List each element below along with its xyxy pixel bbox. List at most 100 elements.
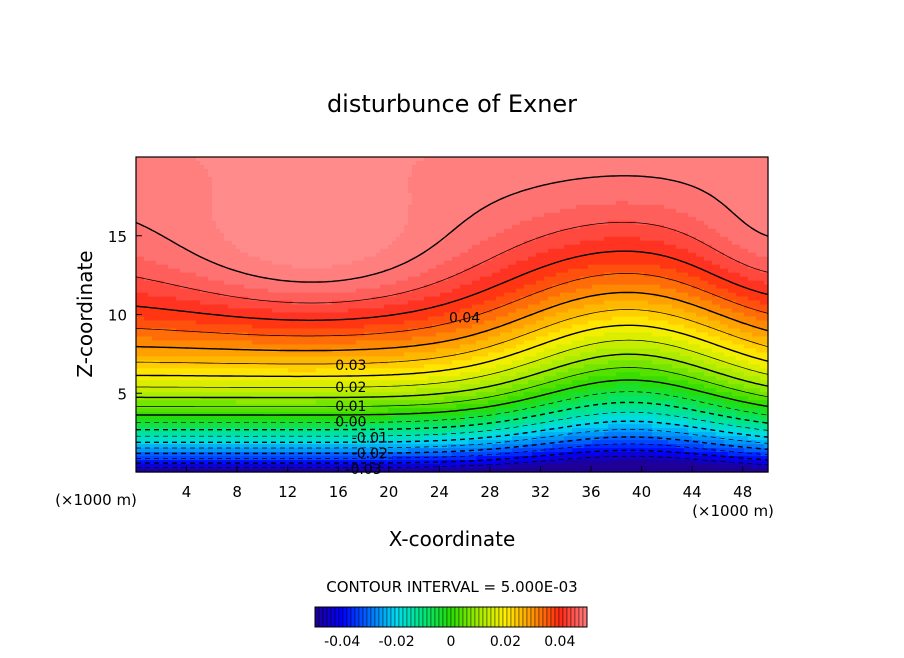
field-cell	[240, 460, 245, 465]
field-cell	[168, 288, 173, 294]
field-cell	[200, 236, 205, 242]
field-cell	[252, 284, 257, 290]
field-cell	[196, 468, 201, 473]
field-cell	[320, 204, 325, 210]
field-cell	[280, 312, 285, 318]
field-cell	[376, 372, 381, 377]
field-cell	[196, 344, 201, 349]
field-cell	[232, 184, 237, 190]
field-cell	[272, 157, 277, 162]
field-cell	[244, 336, 249, 342]
field-cell	[332, 336, 337, 342]
field-cell	[276, 336, 281, 342]
field-cell	[176, 192, 181, 198]
field-cell	[244, 176, 249, 182]
field-cell	[348, 296, 353, 302]
field-cell	[152, 236, 157, 242]
field-cell	[204, 328, 209, 334]
field-cell	[296, 220, 301, 226]
field-cell	[284, 332, 289, 338]
field-cell	[216, 260, 221, 266]
field-cell	[188, 324, 193, 330]
field-cell	[240, 384, 245, 389]
field-cell	[144, 192, 149, 198]
field-cell	[356, 380, 361, 385]
field-cell	[184, 320, 189, 326]
field-cell	[308, 448, 313, 453]
field-cell	[148, 224, 153, 230]
field-cell	[324, 400, 329, 405]
field-cell	[280, 200, 285, 206]
field-cell	[164, 252, 169, 258]
field-cell	[200, 408, 205, 413]
field-cell	[136, 228, 141, 234]
field-cell	[272, 172, 277, 178]
field-cell	[324, 288, 329, 294]
field-cell	[224, 332, 229, 338]
field-cell	[224, 396, 229, 401]
field-cell	[336, 184, 341, 190]
field-cell	[376, 176, 381, 182]
field-cell	[204, 244, 209, 250]
field-cell	[284, 320, 289, 326]
field-cell	[236, 340, 241, 346]
field-cell	[232, 448, 237, 453]
field-cell	[148, 352, 153, 357]
field-cell	[224, 268, 229, 274]
field-cell	[312, 376, 317, 381]
field-cell	[360, 344, 365, 349]
field-cell	[336, 172, 341, 178]
field-cell	[288, 396, 293, 401]
field-cell	[248, 320, 253, 326]
field-cell	[320, 200, 325, 206]
field-cell	[260, 228, 265, 234]
field-cell	[244, 300, 249, 306]
field-cell	[296, 244, 301, 250]
field-cell	[292, 372, 297, 377]
field-cell	[148, 236, 153, 242]
field-cell	[184, 396, 189, 401]
field-cell	[296, 280, 301, 286]
field-cell	[160, 252, 165, 258]
field-cell	[328, 204, 333, 210]
field-cell	[296, 424, 301, 429]
field-cell	[344, 220, 349, 226]
field-cell	[328, 208, 333, 214]
field-cell	[280, 464, 285, 469]
field-cell	[304, 200, 309, 206]
field-cell	[136, 464, 141, 469]
field-cell	[140, 184, 145, 190]
field-cell	[304, 400, 309, 405]
field-cell	[196, 204, 201, 210]
field-cell	[340, 220, 345, 226]
field-cell	[156, 288, 161, 294]
field-cell	[204, 288, 209, 294]
field-cell	[380, 268, 385, 274]
field-cell	[164, 336, 169, 342]
field-cell	[332, 352, 337, 357]
field-cell	[212, 240, 217, 246]
field-cell	[208, 416, 213, 421]
field-cell	[192, 464, 197, 469]
field-cell	[296, 308, 301, 314]
field-cell	[164, 224, 169, 230]
field-cell	[156, 464, 161, 469]
field-cell	[156, 272, 161, 278]
field-cell	[188, 192, 193, 198]
field-cell	[224, 416, 229, 421]
field-cell	[176, 432, 181, 437]
field-cell	[196, 192, 201, 198]
field-cell	[232, 256, 237, 262]
field-cell	[296, 316, 301, 322]
field-cell	[264, 308, 269, 314]
field-cell	[212, 216, 217, 222]
field-cell	[228, 164, 233, 170]
field-cell	[352, 352, 357, 357]
field-cell	[212, 272, 217, 278]
field-cell	[384, 300, 389, 306]
field-cell	[284, 260, 289, 266]
field-cell	[364, 292, 369, 298]
field-cell	[244, 308, 249, 314]
field-cell	[324, 296, 329, 302]
field-cell	[240, 308, 245, 314]
